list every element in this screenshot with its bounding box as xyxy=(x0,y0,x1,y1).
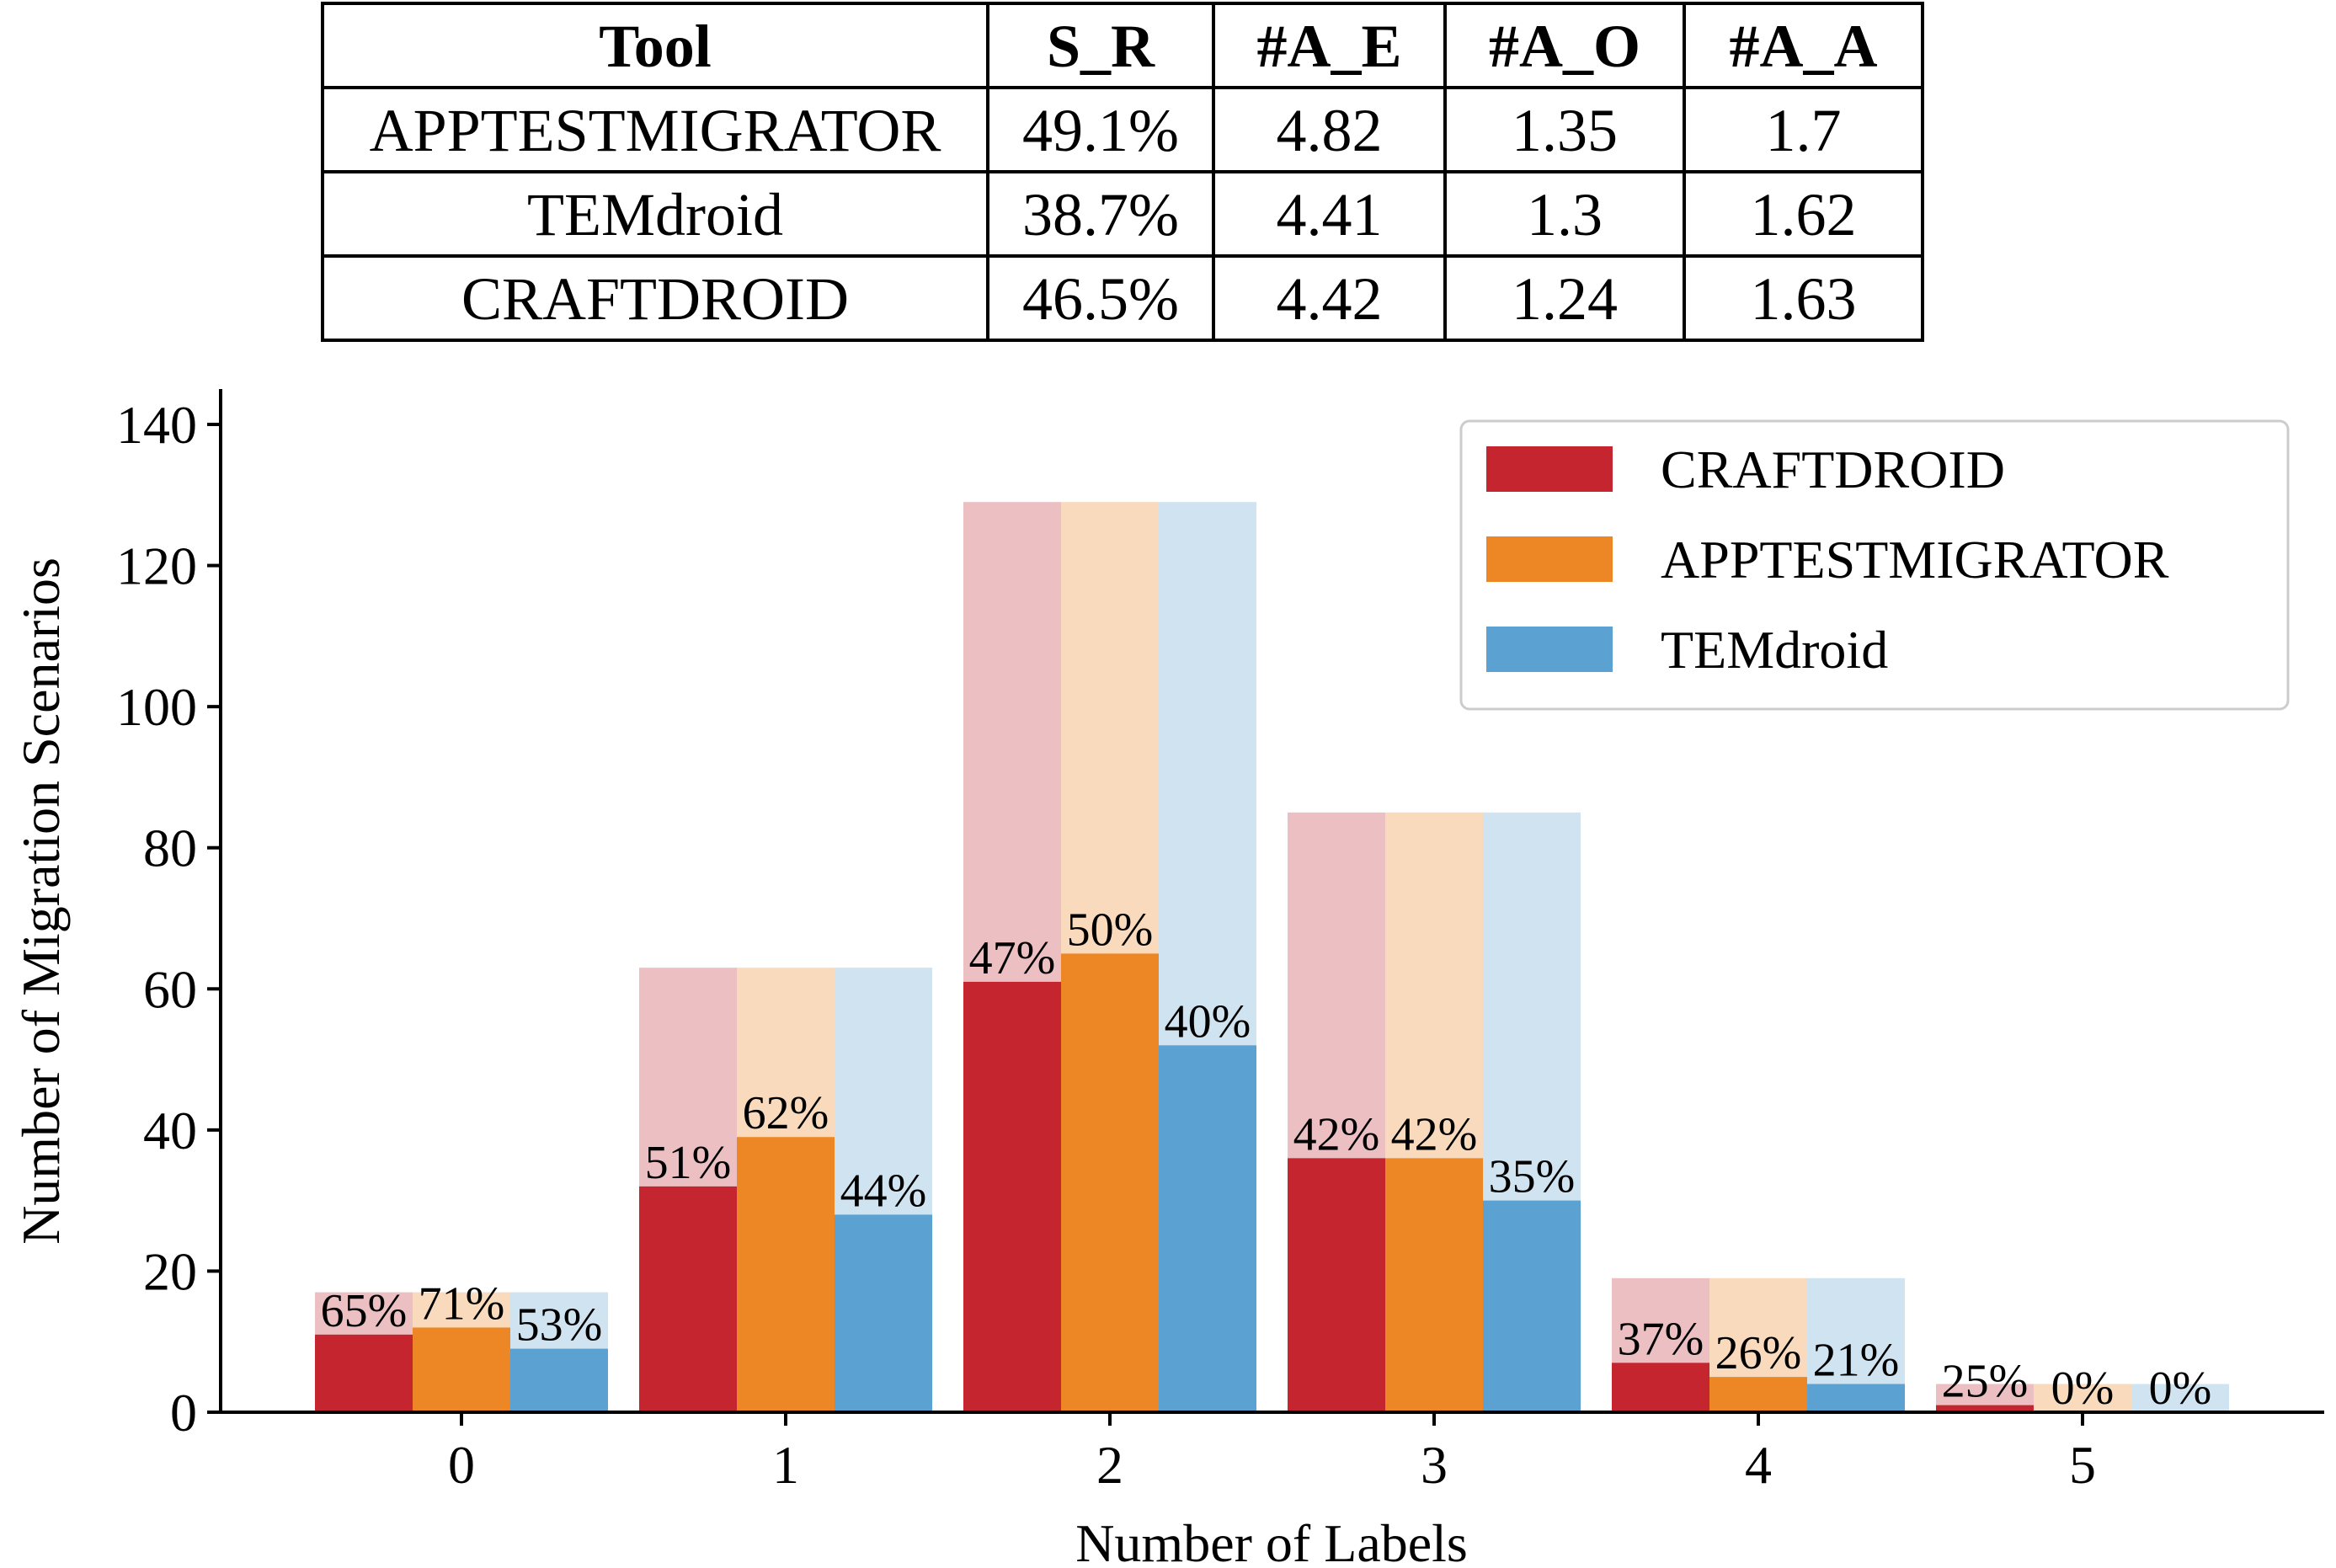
legend-swatch xyxy=(1486,536,1613,582)
y-tick-label: 120 xyxy=(116,536,197,596)
x-tick-label: 0 xyxy=(448,1435,475,1495)
bar-total xyxy=(2034,1384,2131,1412)
table-header-cell: #A_E xyxy=(1256,13,1401,80)
bar-value xyxy=(1159,1045,1256,1412)
x-axis-label: Number of Labels xyxy=(1075,1513,1468,1564)
table-cell: 1.7 xyxy=(1766,97,1842,164)
table-cell: 1.62 xyxy=(1751,181,1857,248)
bar-value xyxy=(413,1327,510,1412)
table-cell: 46.5% xyxy=(1022,265,1179,333)
x-tick-label: 3 xyxy=(1421,1435,1448,1495)
bar-data-label: 37% xyxy=(1618,1313,1704,1365)
bar-data-label: 21% xyxy=(1813,1334,1900,1386)
table-header-cell: #A_A xyxy=(1730,13,1878,80)
bar-data-label: 35% xyxy=(1489,1151,1576,1203)
x-tick-label: 5 xyxy=(2069,1435,2096,1495)
bar-data-label: 0% xyxy=(2149,1363,2212,1415)
bar-chart: 65% 71% 53%51%62%44%47%50%40%42% 42%35%37% 2… xyxy=(11,389,2324,1568)
table-cell: 4.41 xyxy=(1277,181,1383,248)
bar-data-label: 53% xyxy=(516,1299,603,1352)
legend-swatch xyxy=(1486,627,1613,672)
bar-data-label: 65% xyxy=(321,1285,408,1337)
table-cell: 1.3 xyxy=(1527,181,1603,248)
bar-value xyxy=(737,1137,835,1412)
y-tick-label: 80 xyxy=(143,819,197,878)
table-header-cell: S_R xyxy=(1047,13,1155,80)
bar-values-group xyxy=(315,953,2034,1412)
bar-value xyxy=(639,1186,737,1412)
table-cell: 4.42 xyxy=(1277,265,1383,333)
legend-entry-label: CRAFTDROID xyxy=(1661,440,2005,499)
bar-value xyxy=(835,1214,932,1412)
bar-data-label: 62% xyxy=(743,1087,829,1139)
bar-data-label: 47% xyxy=(969,932,1056,984)
table-cell: CRAFTDROID xyxy=(461,265,849,333)
bar-data-label: 42% xyxy=(1391,1108,1478,1160)
bar-data-label: 51% xyxy=(645,1137,732,1189)
table-cell: APPTESTMIGRATOR xyxy=(370,97,941,164)
table-cell: 1.35 xyxy=(1512,97,1618,164)
legend-entry-label: APPTESTMIGRATOR xyxy=(1661,530,2169,589)
legend-entry-label: TEMdroid xyxy=(1661,620,1888,680)
x-tick-label: 2 xyxy=(1096,1435,1123,1495)
legend: CRAFTDROID APPTESTMIGRATOR TEMdroid xyxy=(1459,419,2290,711)
table-cell: 1.63 xyxy=(1751,265,1857,333)
table-cell: 1.24 xyxy=(1512,265,1618,333)
y-axis-label: Number of Migration Scenarios xyxy=(11,557,71,1245)
axes-group: 0 20 40 60 80 100 120 140 0 1 2 3 4 5 xyxy=(116,389,2324,1495)
bar-value xyxy=(1061,953,1159,1412)
x-tick-label: 4 xyxy=(1745,1435,1772,1495)
table-header-cell: Tool xyxy=(599,13,711,80)
table-header-cell: #A_O xyxy=(1489,13,1640,80)
bar-data-label: 0% xyxy=(2051,1363,2115,1415)
bar-value xyxy=(1936,1405,2034,1412)
legend-swatch xyxy=(1486,446,1613,492)
y-tick-label: 100 xyxy=(116,677,197,737)
x-tick-label: 1 xyxy=(772,1435,799,1495)
bar-value xyxy=(315,1334,413,1412)
bar-data-label: 42% xyxy=(1293,1108,1380,1160)
bar-data-label: 40% xyxy=(1165,995,1251,1048)
bar-value xyxy=(1612,1363,1709,1412)
y-tick-label: 140 xyxy=(116,395,197,455)
table-cell: 4.82 xyxy=(1277,97,1383,164)
y-tick-label: 20 xyxy=(143,1241,197,1301)
bar-value xyxy=(1288,1158,1385,1412)
y-tick-label: 40 xyxy=(143,1101,197,1160)
bar-data-label: 44% xyxy=(840,1165,927,1217)
bar-value xyxy=(1807,1384,1905,1412)
y-tick-label: 60 xyxy=(143,959,197,1019)
bar-value xyxy=(1709,1377,1807,1412)
table-cell: 38.7% xyxy=(1022,181,1179,248)
bar-labels-group: 65% 71% 53%51%62%44%47%50%40%42% 42%35%37% 2… xyxy=(321,904,2212,1415)
table-cell: 49.1% xyxy=(1022,97,1179,164)
legend-frame xyxy=(1459,419,2290,711)
y-tick-label: 0 xyxy=(170,1383,197,1443)
bar-total xyxy=(2131,1384,2229,1412)
bar-value xyxy=(1385,1158,1483,1412)
bar-data-label: 26% xyxy=(1715,1327,1802,1379)
bar-value xyxy=(510,1348,608,1412)
bar-data-label: 71% xyxy=(419,1277,505,1330)
table-cell: TEMdroid xyxy=(527,181,783,248)
bar-data-label: 50% xyxy=(1067,904,1154,956)
bar-value xyxy=(963,981,1061,1412)
bar-data-label: 25% xyxy=(1942,1356,2029,1408)
results-table: Tool S_R #A_E #A_O #A_A APPTESTMIGRATOR 49.1% 4… xyxy=(321,2,1924,342)
bar-value xyxy=(1483,1200,1581,1412)
